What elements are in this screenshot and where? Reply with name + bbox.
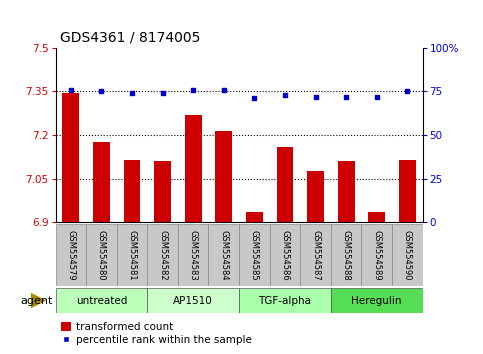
- Bar: [300, 224, 331, 286]
- Bar: [361, 224, 392, 286]
- Bar: [178, 224, 209, 286]
- Bar: [277, 147, 293, 222]
- Point: [67, 87, 75, 92]
- Point: [128, 90, 136, 96]
- Point: [220, 87, 227, 92]
- Text: GSM554587: GSM554587: [311, 230, 320, 280]
- Polygon shape: [31, 293, 46, 308]
- Text: GSM554586: GSM554586: [281, 230, 289, 280]
- Text: GSM554584: GSM554584: [219, 230, 228, 280]
- Bar: [147, 224, 178, 286]
- Point: [312, 94, 319, 99]
- Bar: [117, 224, 147, 286]
- Text: GSM554590: GSM554590: [403, 230, 412, 280]
- Text: untreated: untreated: [76, 296, 127, 306]
- Point: [98, 88, 105, 94]
- Bar: [154, 161, 171, 222]
- Text: Heregulin: Heregulin: [352, 296, 402, 306]
- Bar: [246, 212, 263, 222]
- Bar: [86, 224, 117, 286]
- Bar: [239, 224, 270, 286]
- Text: GSM554589: GSM554589: [372, 230, 381, 280]
- Bar: [215, 131, 232, 222]
- Bar: [307, 171, 324, 222]
- Bar: [93, 142, 110, 222]
- Text: GSM554583: GSM554583: [189, 230, 198, 280]
- Point: [403, 88, 411, 94]
- Text: GDS4361 / 8174005: GDS4361 / 8174005: [60, 30, 201, 44]
- Text: GSM554581: GSM554581: [128, 230, 137, 280]
- Bar: [185, 115, 201, 222]
- Point: [373, 94, 381, 99]
- Bar: [124, 160, 141, 222]
- Point: [159, 90, 167, 96]
- Bar: [369, 212, 385, 222]
- Point: [189, 87, 197, 92]
- Point: [251, 96, 258, 101]
- Bar: [331, 224, 361, 286]
- Text: TGF-alpha: TGF-alpha: [258, 296, 312, 306]
- Bar: [209, 224, 239, 286]
- Text: agent: agent: [21, 296, 53, 306]
- Point: [281, 92, 289, 98]
- Bar: [392, 224, 423, 286]
- Legend: transformed count, percentile rank within the sample: transformed count, percentile rank withi…: [61, 322, 252, 345]
- Text: GSM554580: GSM554580: [97, 230, 106, 280]
- Bar: [56, 288, 147, 313]
- Bar: [338, 161, 355, 222]
- Bar: [62, 93, 79, 222]
- Bar: [56, 224, 86, 286]
- Bar: [399, 160, 416, 222]
- Bar: [239, 288, 331, 313]
- Bar: [147, 288, 239, 313]
- Text: AP1510: AP1510: [173, 296, 213, 306]
- Text: GSM554579: GSM554579: [66, 230, 75, 280]
- Point: [342, 94, 350, 99]
- Bar: [331, 288, 423, 313]
- Text: GSM554588: GSM554588: [341, 230, 351, 280]
- Bar: [270, 224, 300, 286]
- Text: GSM554582: GSM554582: [158, 230, 167, 280]
- Text: GSM554585: GSM554585: [250, 230, 259, 280]
